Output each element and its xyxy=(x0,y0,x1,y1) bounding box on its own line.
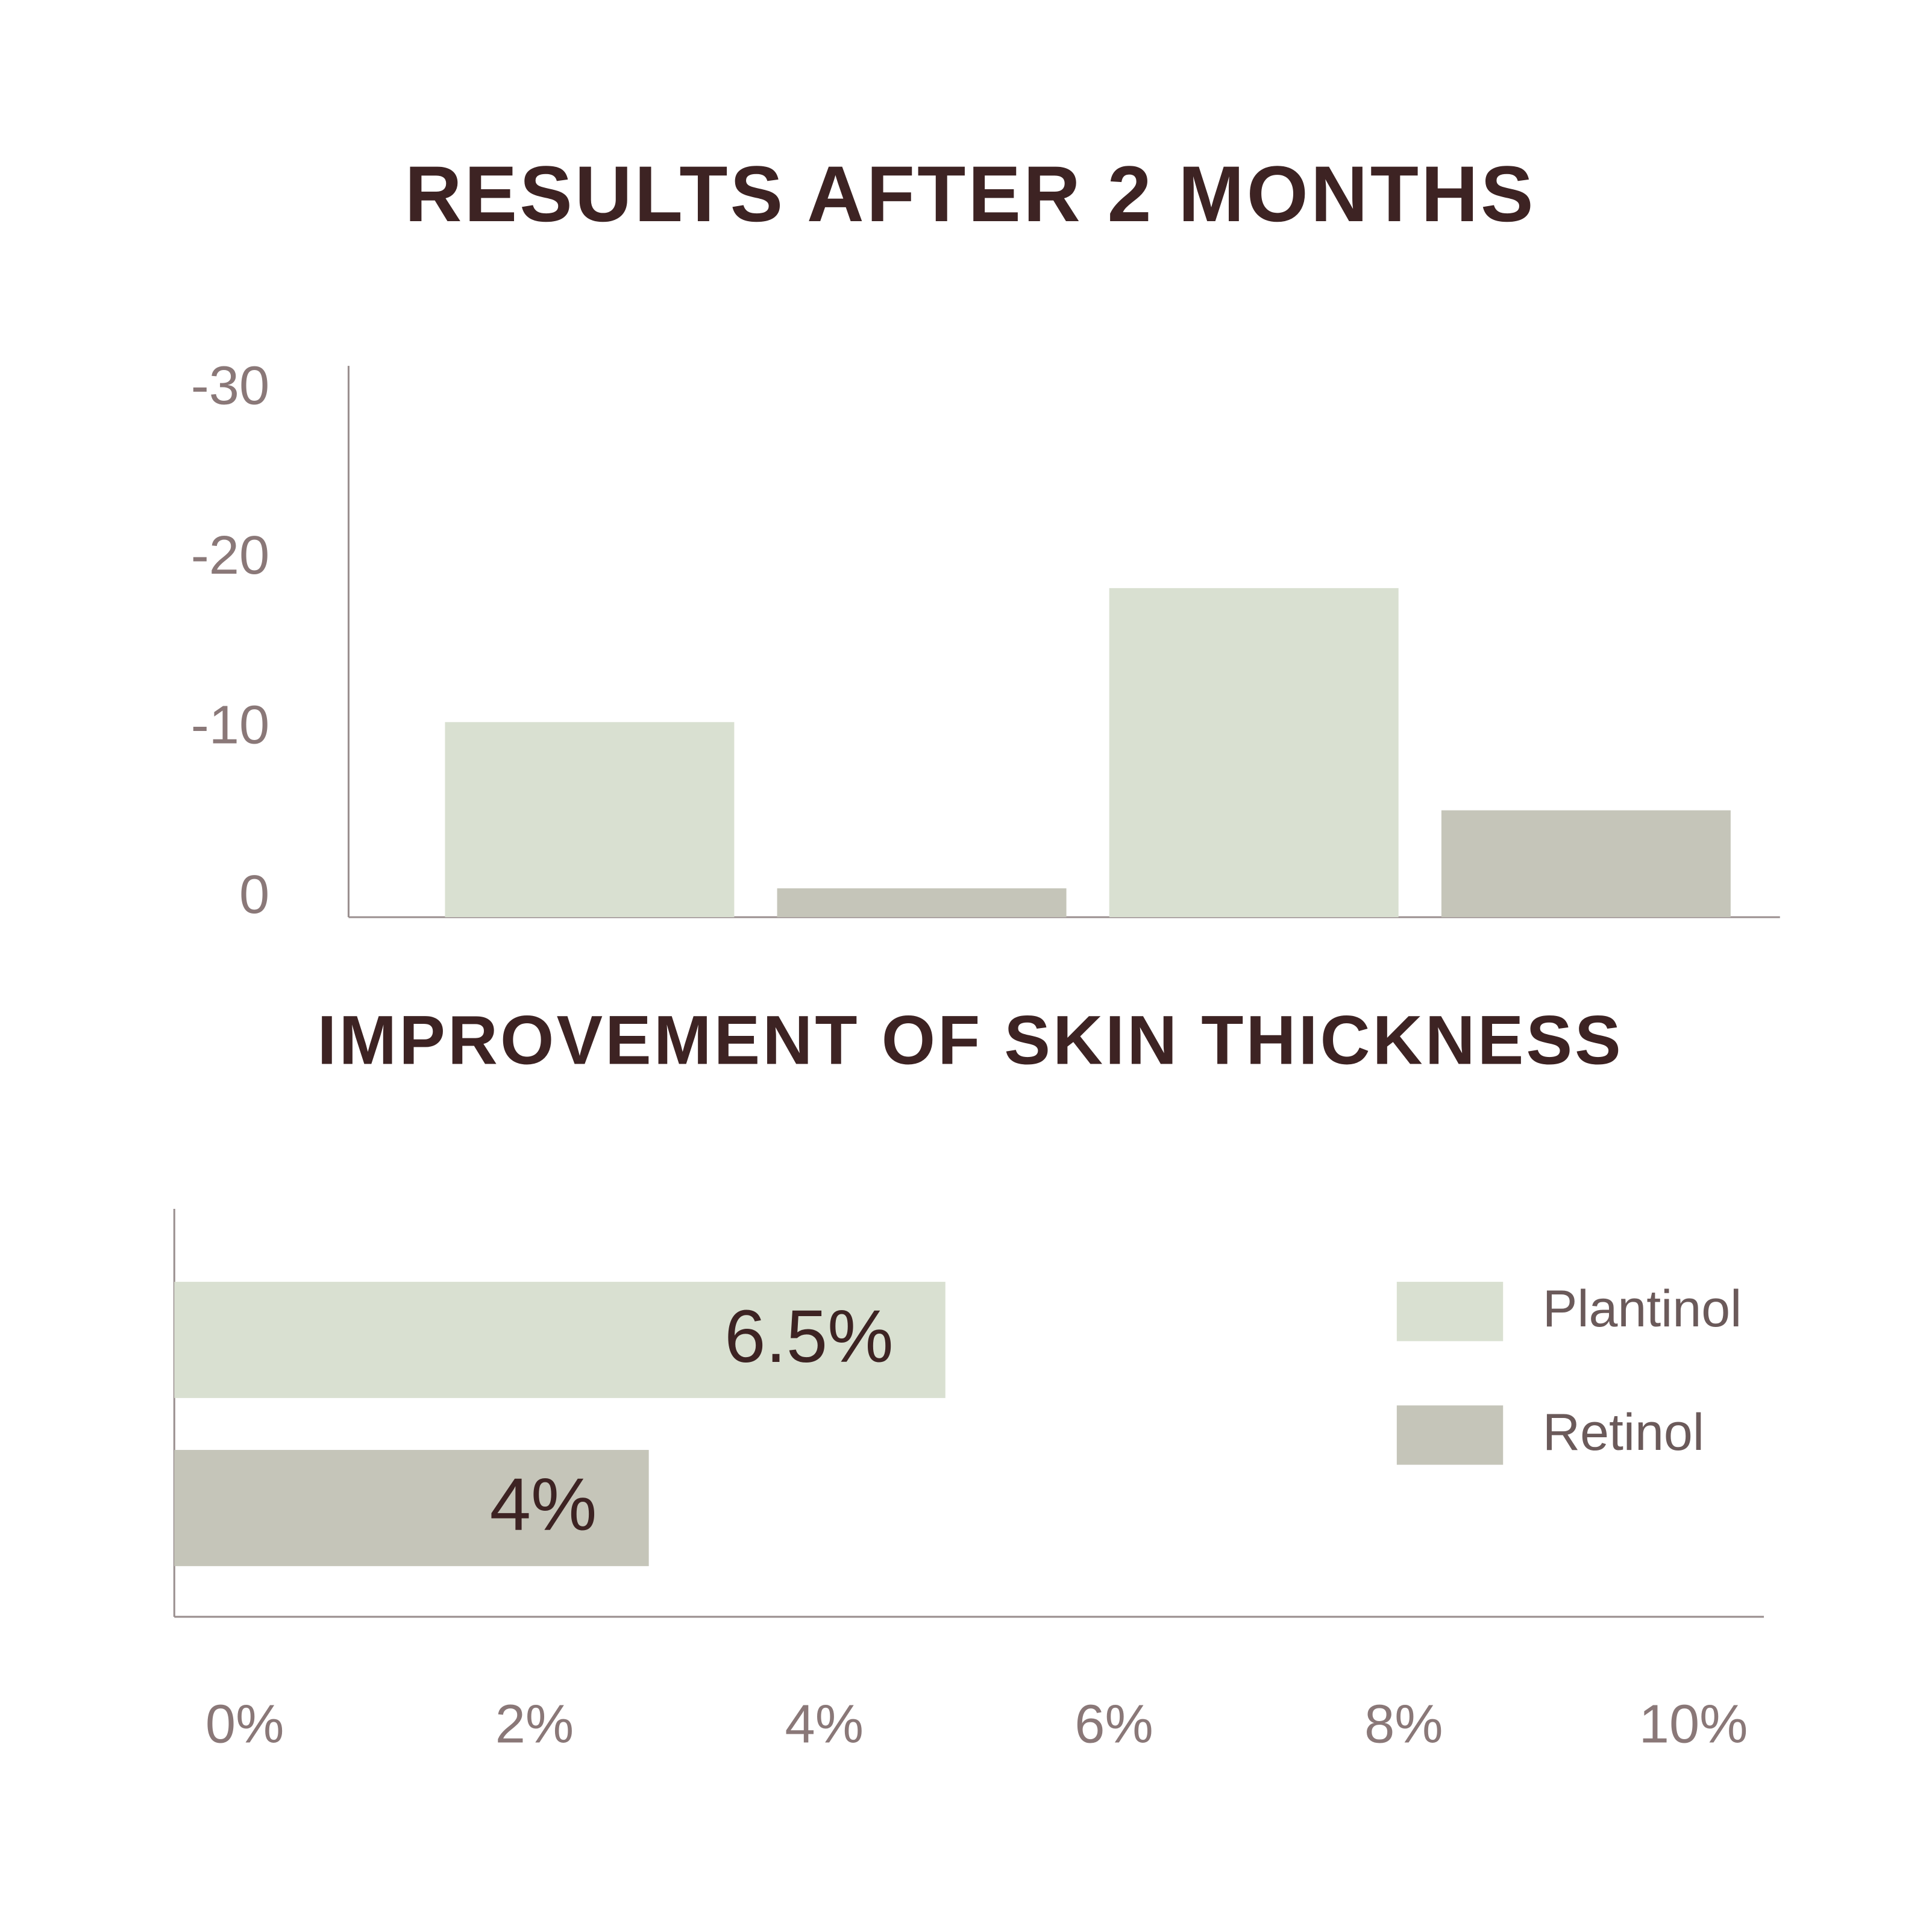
bar xyxy=(1109,588,1399,917)
bar xyxy=(445,722,735,917)
x-tick-label: 10% xyxy=(1639,1693,1748,1754)
y-tick-label: -20 xyxy=(191,525,269,586)
legend-swatch xyxy=(1396,1405,1504,1465)
x-tick-label: 0% xyxy=(205,1693,284,1754)
y-tick-label: -30 xyxy=(191,356,269,416)
bar xyxy=(777,888,1067,917)
legend-swatch xyxy=(1396,1282,1504,1341)
bar xyxy=(1441,810,1731,917)
bar xyxy=(174,1282,946,1398)
bar xyxy=(174,1450,649,1566)
legend-label: Plantinol xyxy=(1543,1280,1742,1338)
chart-title: RESULTS AFTER 2 MONTHS xyxy=(405,149,1536,238)
y-tick-label: 0 xyxy=(239,864,269,925)
x-tick-label: 4% xyxy=(785,1693,864,1754)
x-tick-label: 6% xyxy=(1074,1693,1153,1754)
legend-label: Retinol xyxy=(1543,1404,1704,1461)
value-label: 6.5% xyxy=(724,1296,894,1378)
chart-title: IMPROVEMENT OF SKIN THICKNESS xyxy=(317,1002,1623,1079)
x-tick-label: 8% xyxy=(1364,1693,1443,1754)
x-tick-label: 2% xyxy=(495,1693,574,1754)
y-tick-label: -10 xyxy=(191,695,269,756)
value-label: 4% xyxy=(490,1464,597,1546)
